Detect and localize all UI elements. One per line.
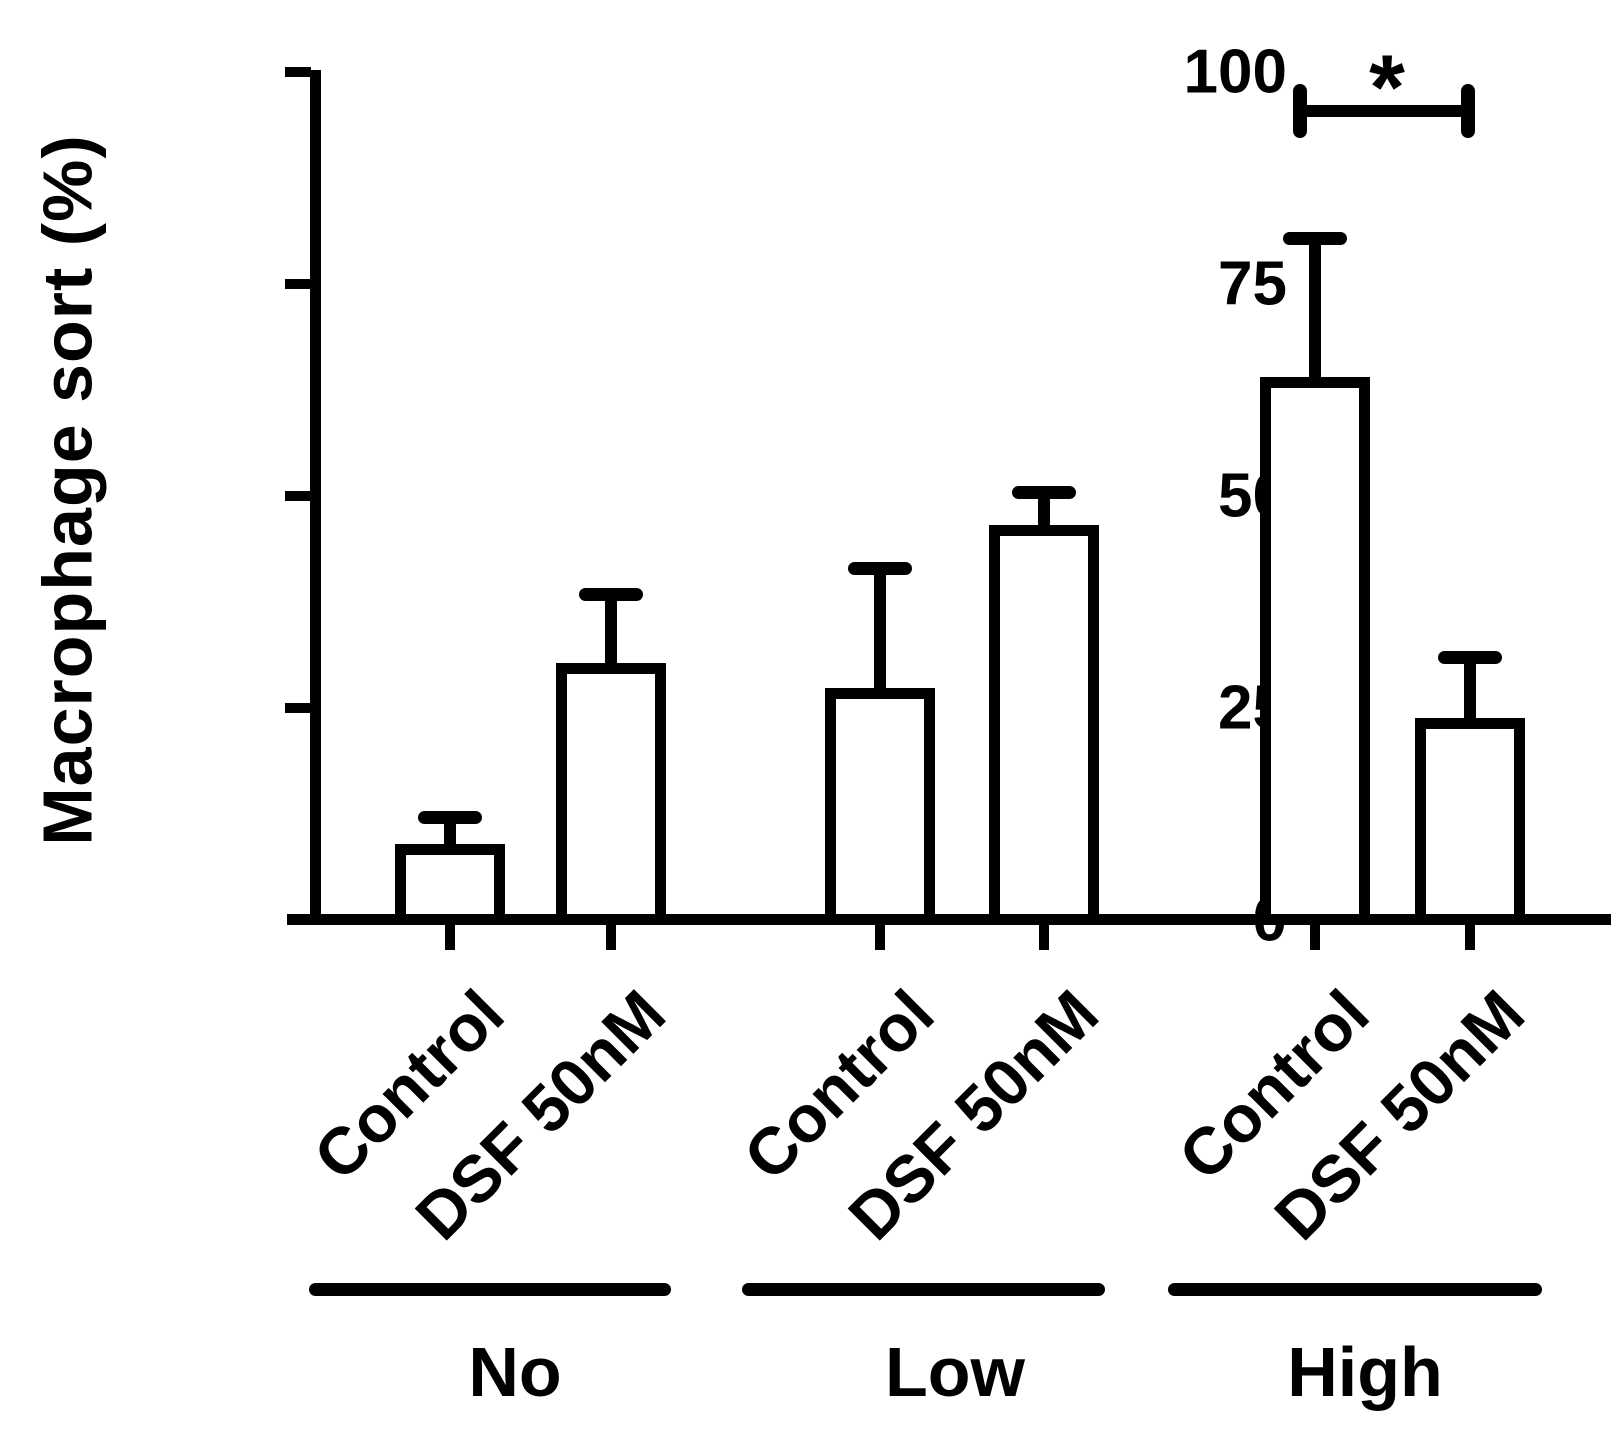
group-label-high: High: [1287, 1333, 1443, 1411]
y-tick-50: [285, 491, 311, 501]
x-tick-1: [445, 920, 455, 950]
group-line-low: [742, 1283, 1105, 1296]
y-tick-100: [285, 67, 311, 77]
x-tick-4: [1039, 920, 1049, 950]
error-bar-stem-high-control: [1309, 238, 1321, 389]
x-tick-3: [875, 920, 885, 950]
bar-no-control: [395, 843, 505, 919]
bar-low-dsf-50nm: [989, 524, 1099, 919]
error-bar-stem-low-control: [874, 568, 886, 700]
error-bar-stem-no-dsf-50nm: [605, 594, 617, 675]
error-bar-stem-low-dsf-50nm: [1038, 491, 1050, 536]
bar-high-control: [1260, 377, 1370, 919]
bar-low-control: [825, 688, 935, 919]
y-tick-label-75: 75: [1218, 249, 1287, 319]
bar-high-dsf-50nm: [1415, 718, 1525, 919]
x-tick-5: [1310, 920, 1320, 950]
error-bar-stem-no-control: [444, 816, 456, 855]
group-line-no: [309, 1283, 671, 1296]
error-bar-cap-low-control: [848, 562, 912, 576]
y-tick-25: [285, 703, 311, 713]
error-bar-stem-high-dsf-50nm: [1464, 657, 1476, 730]
x-tick-6: [1465, 920, 1475, 950]
error-bar-cap-high-dsf-50nm: [1438, 651, 1502, 665]
significance-bracket-left-cap: [1293, 84, 1307, 138]
group-label-low: Low: [885, 1333, 1025, 1411]
y-axis-title-wrap: Macrophage sort (%): [29, 60, 107, 920]
significance-bracket-right-cap: [1461, 84, 1475, 138]
error-bar-cap-no-dsf-50nm: [579, 588, 643, 602]
x-axis-line: [287, 914, 1611, 925]
error-bar-cap-no-control: [418, 810, 482, 824]
x-tick-2: [606, 920, 616, 950]
y-axis-line: [310, 70, 321, 925]
significance-asterisk: *: [1369, 37, 1405, 139]
group-line-high: [1168, 1283, 1542, 1296]
error-bar-cap-high-control: [1283, 232, 1347, 246]
error-bar-cap-low-dsf-50nm: [1012, 485, 1076, 499]
bar-no-dsf-50nm: [556, 663, 666, 919]
group-label-no: No: [468, 1333, 562, 1411]
significance-bracket-bar: [1300, 105, 1468, 117]
y-tick-label-100: 100: [1183, 37, 1287, 107]
y-axis-title: Macrophage sort (%): [29, 134, 107, 846]
y-tick-75: [285, 279, 311, 289]
